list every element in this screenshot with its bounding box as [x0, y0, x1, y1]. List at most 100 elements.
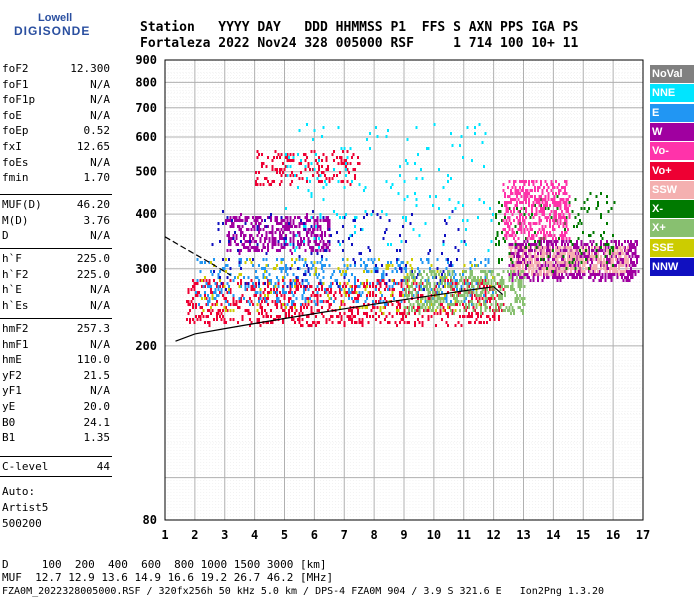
echo-point — [345, 162, 347, 165]
echo-point — [196, 318, 199, 321]
echo-point — [396, 249, 398, 252]
echo-point — [456, 282, 458, 285]
echo-point — [436, 300, 439, 303]
echo-point — [588, 234, 590, 237]
echo-point — [429, 195, 431, 198]
echo-point — [459, 279, 461, 282]
echo-point — [520, 279, 523, 282]
echo-point — [301, 279, 304, 282]
echo-point — [441, 273, 443, 276]
echo-point — [406, 276, 409, 279]
echo-point — [187, 291, 190, 294]
echo-point — [364, 264, 367, 267]
echo-point — [561, 237, 563, 240]
echo-point — [531, 273, 533, 276]
echo-point — [298, 243, 301, 246]
echo-point — [268, 282, 271, 285]
echo-point — [582, 249, 584, 252]
echo-point — [354, 225, 356, 228]
echo-point — [235, 216, 238, 219]
echo-point — [291, 303, 293, 306]
echo-point — [295, 234, 298, 237]
echo-point — [498, 243, 500, 246]
echo-point — [478, 300, 481, 303]
echo-point — [250, 300, 253, 303]
echo-point — [552, 243, 554, 246]
echo-point — [366, 279, 368, 282]
echo-point — [271, 180, 274, 183]
echo-point — [324, 243, 326, 246]
echo-point — [303, 243, 305, 246]
echo-point — [532, 267, 535, 270]
echo-point — [520, 261, 523, 264]
echo-point — [529, 189, 532, 192]
echo-point — [211, 273, 214, 276]
echo-point — [288, 297, 290, 300]
echo-point — [481, 270, 484, 273]
echo-point — [277, 240, 280, 243]
echo-point — [523, 303, 526, 306]
echo-point — [480, 306, 482, 309]
echo-point — [333, 300, 335, 303]
echo-point — [282, 231, 284, 234]
echo-point — [546, 267, 548, 270]
echo-point — [508, 228, 511, 231]
echo-point — [550, 216, 553, 219]
echo-point — [600, 246, 602, 249]
echo-point — [228, 303, 230, 306]
echo-point — [525, 261, 527, 264]
echo-point — [315, 288, 317, 291]
echo-point — [483, 270, 485, 273]
echo-point — [358, 162, 361, 165]
echo-point — [195, 291, 197, 294]
echo-point — [462, 204, 464, 207]
echo-point — [414, 321, 416, 324]
echo-point — [259, 288, 262, 291]
echo-point — [387, 243, 389, 246]
echo-point — [532, 243, 535, 246]
echo-point — [439, 300, 442, 303]
echo-point — [378, 279, 380, 282]
echo-point — [529, 246, 532, 249]
echo-point — [363, 189, 365, 192]
echo-point — [522, 249, 524, 252]
echo-point — [600, 255, 602, 258]
echo-point — [468, 300, 470, 303]
echo-point — [484, 258, 487, 261]
echo-point — [574, 249, 577, 252]
echo-point — [592, 270, 595, 273]
echo-point — [559, 279, 562, 282]
echo-point — [354, 321, 356, 324]
echo-point — [540, 258, 542, 261]
echo-point — [256, 249, 259, 252]
echo-point — [282, 285, 284, 288]
echo-point — [550, 240, 553, 243]
echo-point — [438, 303, 440, 306]
echo-point — [543, 270, 545, 273]
echo-point — [589, 240, 592, 243]
echo-point — [468, 291, 470, 294]
echo-point — [423, 303, 425, 306]
echo-point — [285, 312, 287, 315]
echo-point — [570, 249, 572, 252]
echo-point — [553, 213, 556, 216]
echo-point — [372, 282, 374, 285]
param-row: D N/A — [2, 228, 110, 243]
echo-point — [331, 282, 334, 285]
echo-point — [225, 270, 227, 273]
echo-point — [471, 315, 473, 318]
echo-point — [531, 189, 533, 192]
echo-point — [492, 291, 494, 294]
echo-point — [432, 204, 434, 207]
echo-point — [508, 180, 511, 183]
echo-point — [625, 276, 628, 279]
echo-point — [525, 264, 527, 267]
echo-point — [460, 240, 463, 243]
echo-point — [576, 270, 578, 273]
echo-point — [573, 255, 575, 258]
echo-point — [387, 129, 389, 132]
echo-point — [549, 261, 551, 264]
echo-point — [373, 267, 376, 270]
echo-point — [612, 246, 614, 249]
echo-point — [241, 315, 244, 318]
